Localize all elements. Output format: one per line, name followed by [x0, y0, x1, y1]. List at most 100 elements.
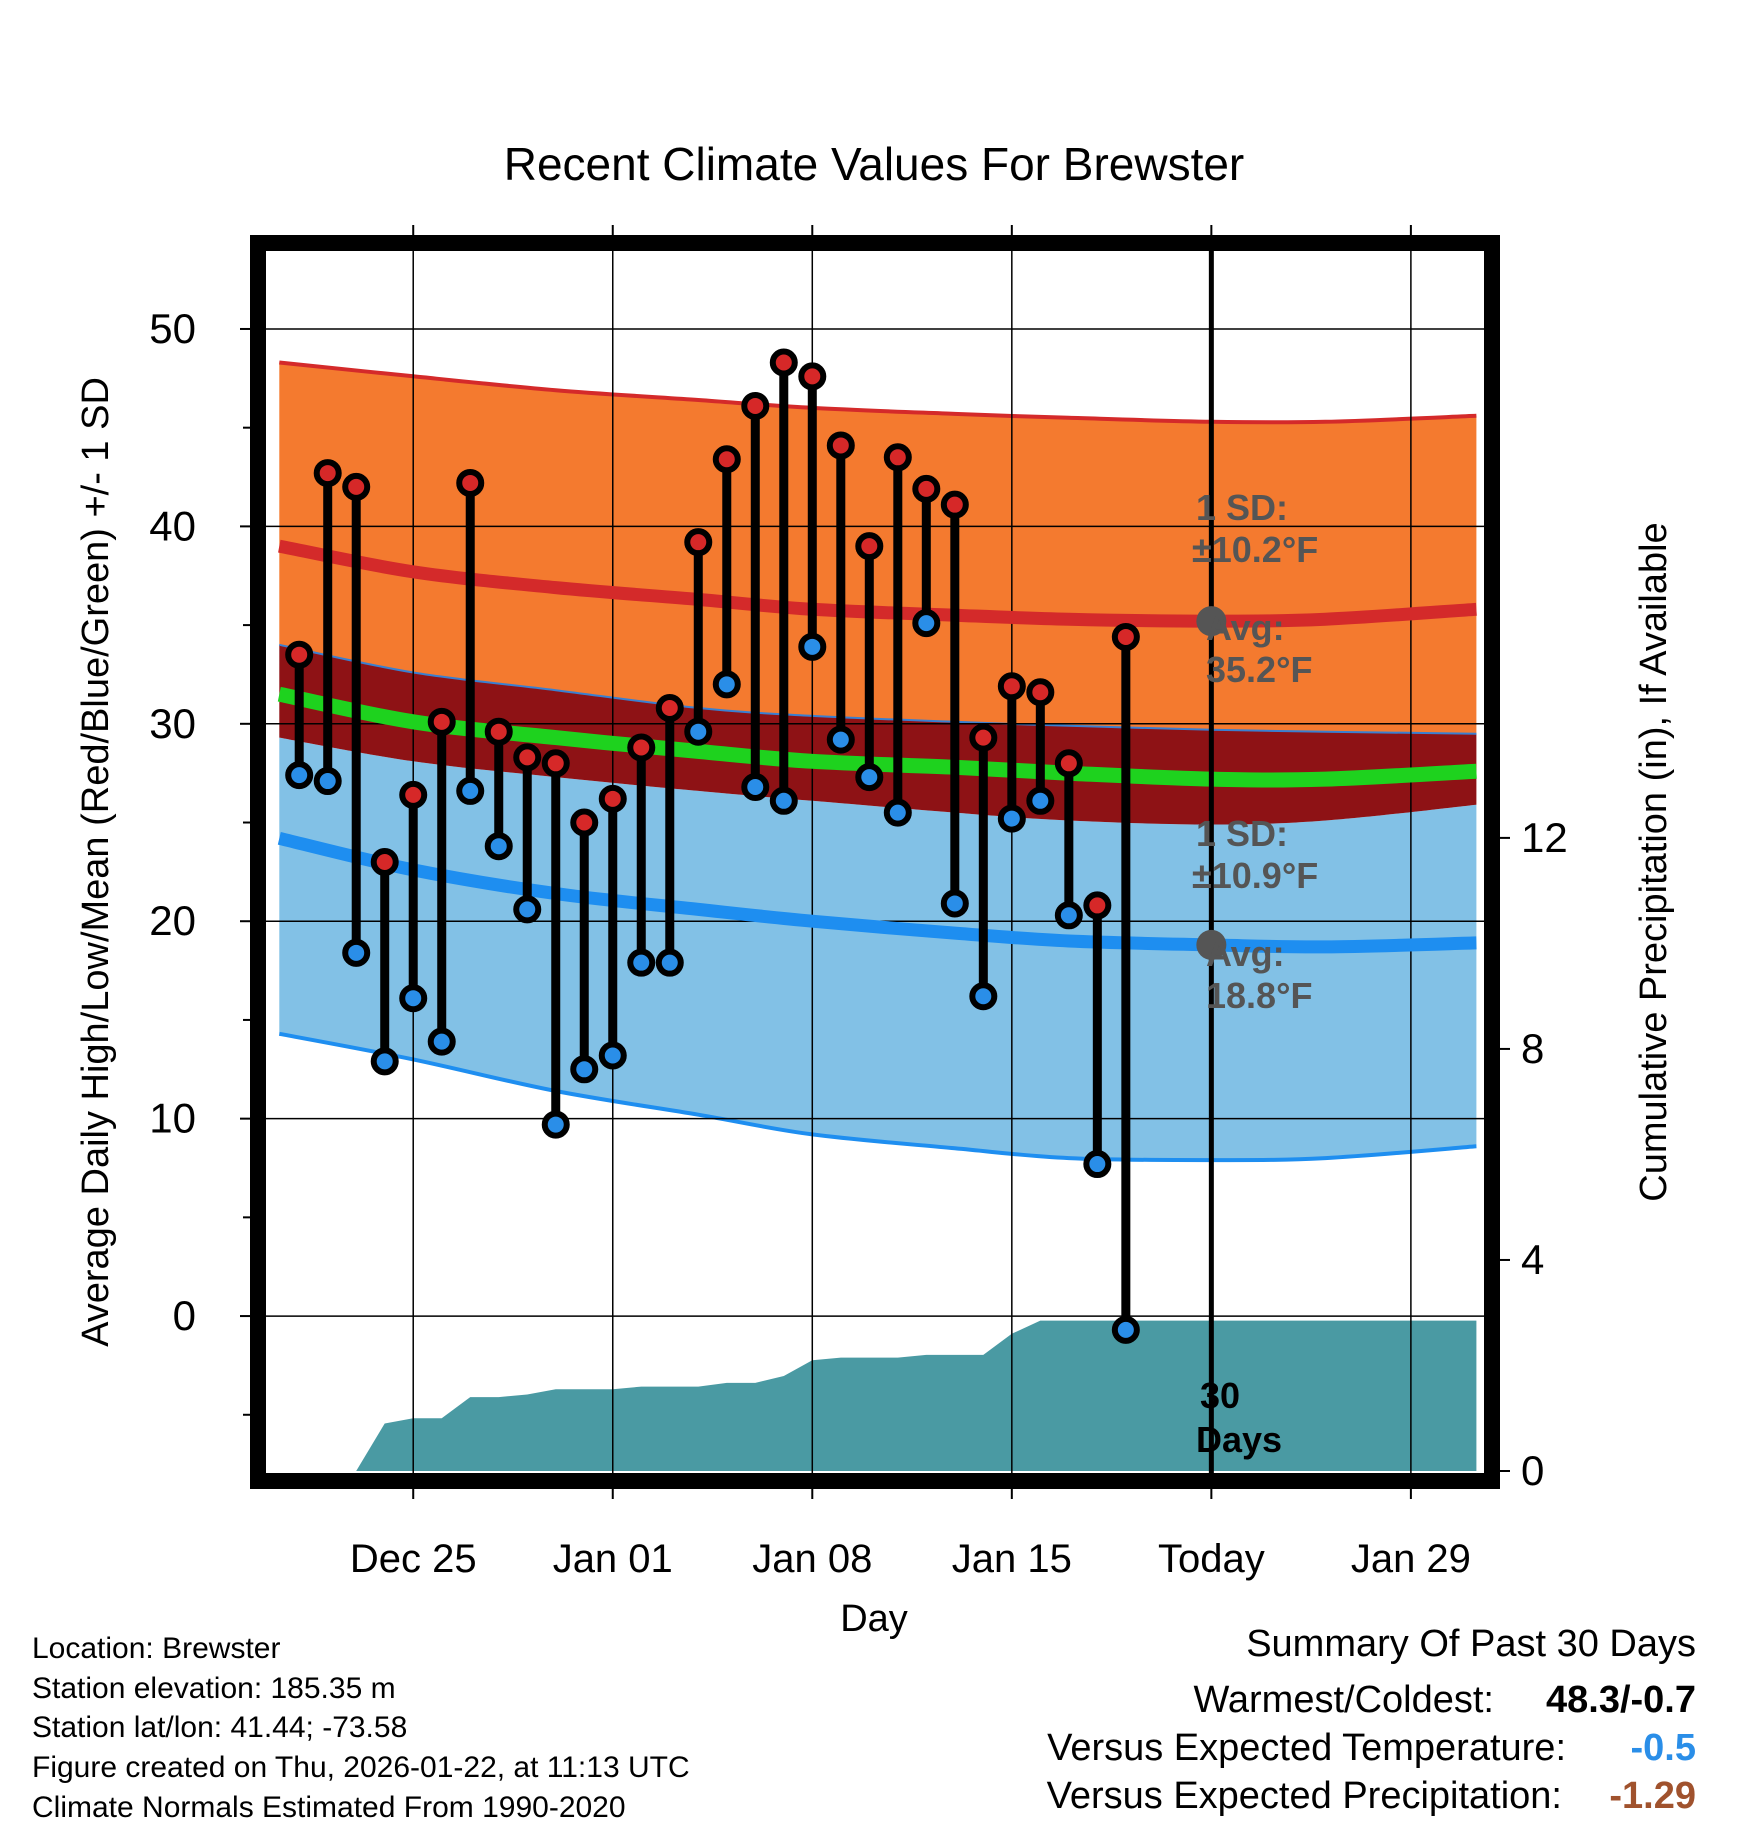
daily-low-point: [598, 1041, 627, 1070]
low-avg-line: [277, 831, 1477, 954]
low-lower-line: [278, 1031, 1477, 1163]
daily-high-point: [513, 743, 542, 772]
daily-high-point: [456, 468, 485, 497]
daily-high-point: [1026, 678, 1055, 707]
y-axis-title: Average Daily High/Low/Mean (Red/Blue/Gr…: [75, 377, 117, 1347]
daily-high-point: [883, 443, 912, 472]
daily-high-point: [285, 640, 314, 669]
footer-elevation: Station elevation: 185.35 m: [32, 1672, 396, 1705]
daily-low-point: [456, 776, 485, 805]
daily-low-point: [1111, 1315, 1140, 1344]
summary-precip-label: Versus Expected Precipitation:: [1047, 1775, 1562, 1817]
daily-low-point: [313, 767, 342, 796]
daily-low-point: [1026, 786, 1055, 815]
daily-low-point: [570, 1055, 599, 1084]
x-tick-label: Dec 25: [350, 1537, 477, 1581]
daily-high-point: [399, 780, 428, 809]
y2-tick-label: 12: [1521, 814, 1568, 861]
daily-high-point: [826, 431, 855, 460]
y-tick-label: 30: [149, 700, 196, 747]
x-tick-label: Jan 01: [553, 1537, 673, 1581]
daily-low-point: [969, 982, 998, 1011]
daily-low-point: [997, 804, 1026, 833]
daily-high-point: [1083, 891, 1112, 920]
high-upper-line: [279, 360, 1477, 425]
daily-low-point: [627, 948, 656, 977]
window-number: 30: [1200, 1375, 1240, 1416]
y-tick-label: 50: [149, 305, 196, 352]
daily-high-point: [627, 733, 656, 762]
y-tick-label: 0: [173, 1292, 196, 1339]
daily-low-point: [484, 832, 513, 861]
low-sd-value: ±10.9°F: [1192, 855, 1318, 896]
low-avg-today-marker: [1196, 929, 1227, 960]
footer-latlon: Station lat/lon: 41.44; -73.58: [32, 1711, 407, 1744]
footer-normals: Climate Normals Estimated From 1990-2020: [32, 1791, 626, 1824]
mean-line: [277, 686, 1477, 788]
daily-low-point: [370, 1047, 399, 1076]
y2-tick-label: 0: [1521, 1447, 1544, 1494]
chart-title: Recent Climate Values For Brewster: [504, 138, 1245, 190]
daily-high-point: [769, 348, 798, 377]
high-avg-today-marker: [1196, 606, 1227, 637]
daily-high-point: [1054, 749, 1083, 778]
y-tick-label: 10: [149, 1095, 196, 1142]
daily-high-point: [798, 362, 827, 391]
daily-low-point: [883, 798, 912, 827]
y2-tick-label: 4: [1521, 1236, 1544, 1283]
daily-low-point: [427, 1027, 456, 1056]
footer-created: Figure created on Thu, 2026-01-22, at 11…: [32, 1751, 690, 1784]
daily-high-point: [912, 474, 941, 503]
y-tick-label: 40: [149, 502, 196, 549]
daily-high-point: [1111, 622, 1140, 651]
x-tick-label: Jan 15: [952, 1537, 1072, 1581]
summary-title: Summary Of Past 30 Days: [1246, 1623, 1696, 1665]
daily-high-point: [570, 808, 599, 837]
y2-axis-title: Cumulative Precipitation (in), If Availa…: [1633, 522, 1675, 1201]
daily-high-point: [427, 707, 456, 736]
daily-low-point: [684, 717, 713, 746]
daily-high-point: [997, 672, 1026, 701]
low-sd-band: [279, 737, 1477, 1161]
daily-high-point: [741, 391, 770, 420]
axes: 0 10 20 30 40 50 0 4 8 12 Dec 25 Jan 01 Jan 08 Jan 15…: [149, 225, 1568, 1581]
daily-low-point: [741, 772, 770, 801]
high-sd-label: 1 SD:: [1196, 487, 1288, 528]
x-tick-label: Jan 08: [752, 1537, 872, 1581]
daily-high-point: [684, 528, 713, 557]
daily-high-point: [712, 445, 741, 474]
daily-low-point: [399, 984, 428, 1013]
daily-low-point: [855, 763, 884, 792]
temperature-marks: [285, 348, 1140, 1344]
high-sd-value: ±10.2°F: [1192, 529, 1318, 570]
daily-low-point: [712, 670, 741, 699]
footer-location: Location: Brewster: [32, 1632, 280, 1665]
daily-low-point: [541, 1110, 570, 1139]
daily-low-point: [798, 632, 827, 661]
high-avg-value: 35.2°F: [1206, 649, 1312, 690]
high-avg-line: [278, 539, 1477, 628]
daily-low-point: [912, 609, 941, 638]
daily-high-point: [370, 848, 399, 876]
low-avg-value: 18.8°F: [1206, 975, 1312, 1016]
x-tick-label: Today: [1158, 1537, 1265, 1581]
precip-area: [279, 1320, 1477, 1471]
daily-high-point: [969, 723, 998, 752]
low-avg-label: Avg:: [1206, 933, 1285, 974]
daily-low-point: [1054, 901, 1083, 930]
daily-low-point: [1083, 1150, 1112, 1179]
daily-high-point: [598, 784, 627, 813]
summary-warmest-label: Warmest/Coldest:: [1193, 1679, 1494, 1721]
daily-low-point: [285, 761, 314, 790]
summary-warmest-value: 48.3/-0.7: [1546, 1679, 1696, 1721]
daily-high-point: [484, 717, 513, 746]
summary-temp-label: Versus Expected Temperature:: [1047, 1727, 1566, 1769]
window-label: Days: [1196, 1419, 1282, 1460]
high-avg-label: Avg:: [1206, 607, 1285, 648]
summary-precip-value: -1.29: [1609, 1775, 1696, 1817]
daily-low-point: [769, 786, 798, 815]
daily-low-point: [940, 889, 969, 918]
x-axis-title: Day: [840, 1598, 908, 1640]
high-lower-line: [279, 643, 1477, 735]
